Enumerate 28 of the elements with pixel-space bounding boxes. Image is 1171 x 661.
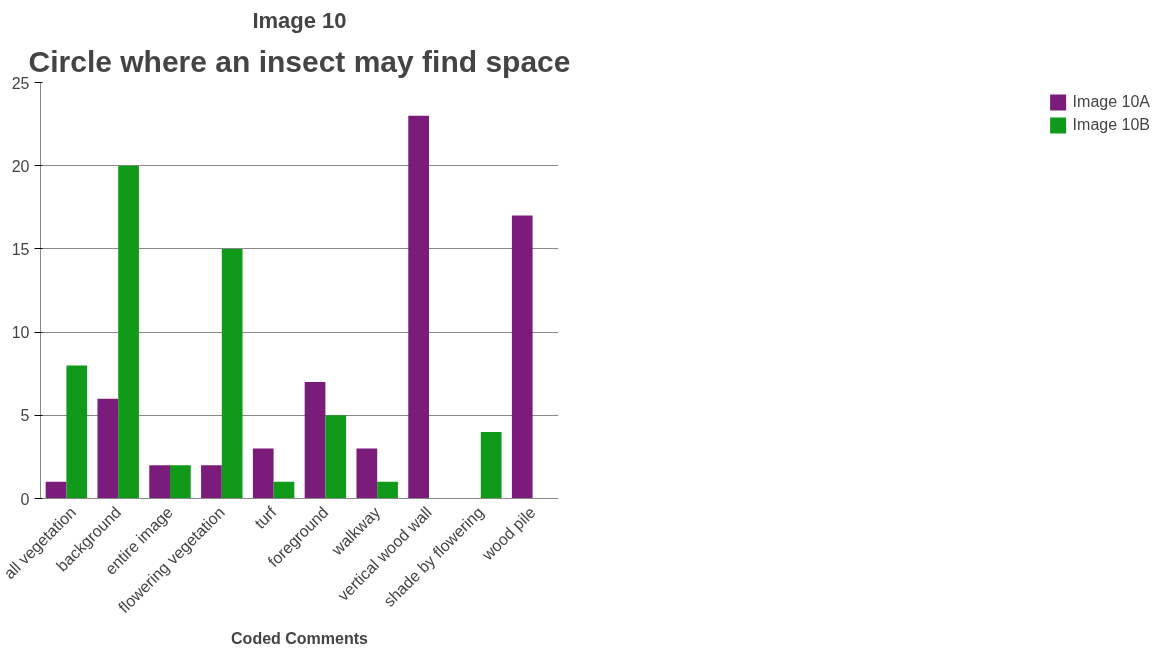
bar bbox=[377, 481, 398, 499]
bar bbox=[273, 481, 295, 499]
y-tick-label: 15 bbox=[11, 240, 30, 258]
y-tick-label: 0 bbox=[20, 490, 30, 508]
chart-subtitle: Circle where an insect may find space bbox=[28, 44, 571, 78]
x-axis-title: Coded Comments bbox=[231, 630, 369, 648]
bar bbox=[97, 398, 119, 499]
bar bbox=[480, 431, 502, 499]
chart-title: Image 10 bbox=[252, 7, 347, 33]
bar bbox=[45, 481, 67, 499]
y-tick-label: 25 bbox=[11, 74, 30, 92]
y-tick-label: 5 bbox=[20, 407, 30, 425]
legend-label: Image 10B bbox=[1072, 116, 1150, 134]
bar bbox=[511, 215, 533, 499]
bar bbox=[252, 448, 274, 499]
y-tick-label: 20 bbox=[11, 157, 30, 175]
y-tick-label: 10 bbox=[11, 324, 30, 342]
bar bbox=[66, 365, 88, 499]
bar bbox=[304, 382, 326, 499]
legend-label: Image 10A bbox=[1072, 93, 1150, 111]
bar bbox=[118, 165, 139, 499]
bar bbox=[149, 465, 170, 499]
bar bbox=[201, 465, 222, 499]
bar bbox=[356, 448, 378, 499]
bar bbox=[408, 115, 429, 499]
bar bbox=[221, 248, 243, 499]
bar bbox=[170, 465, 191, 499]
bar bbox=[325, 415, 347, 499]
